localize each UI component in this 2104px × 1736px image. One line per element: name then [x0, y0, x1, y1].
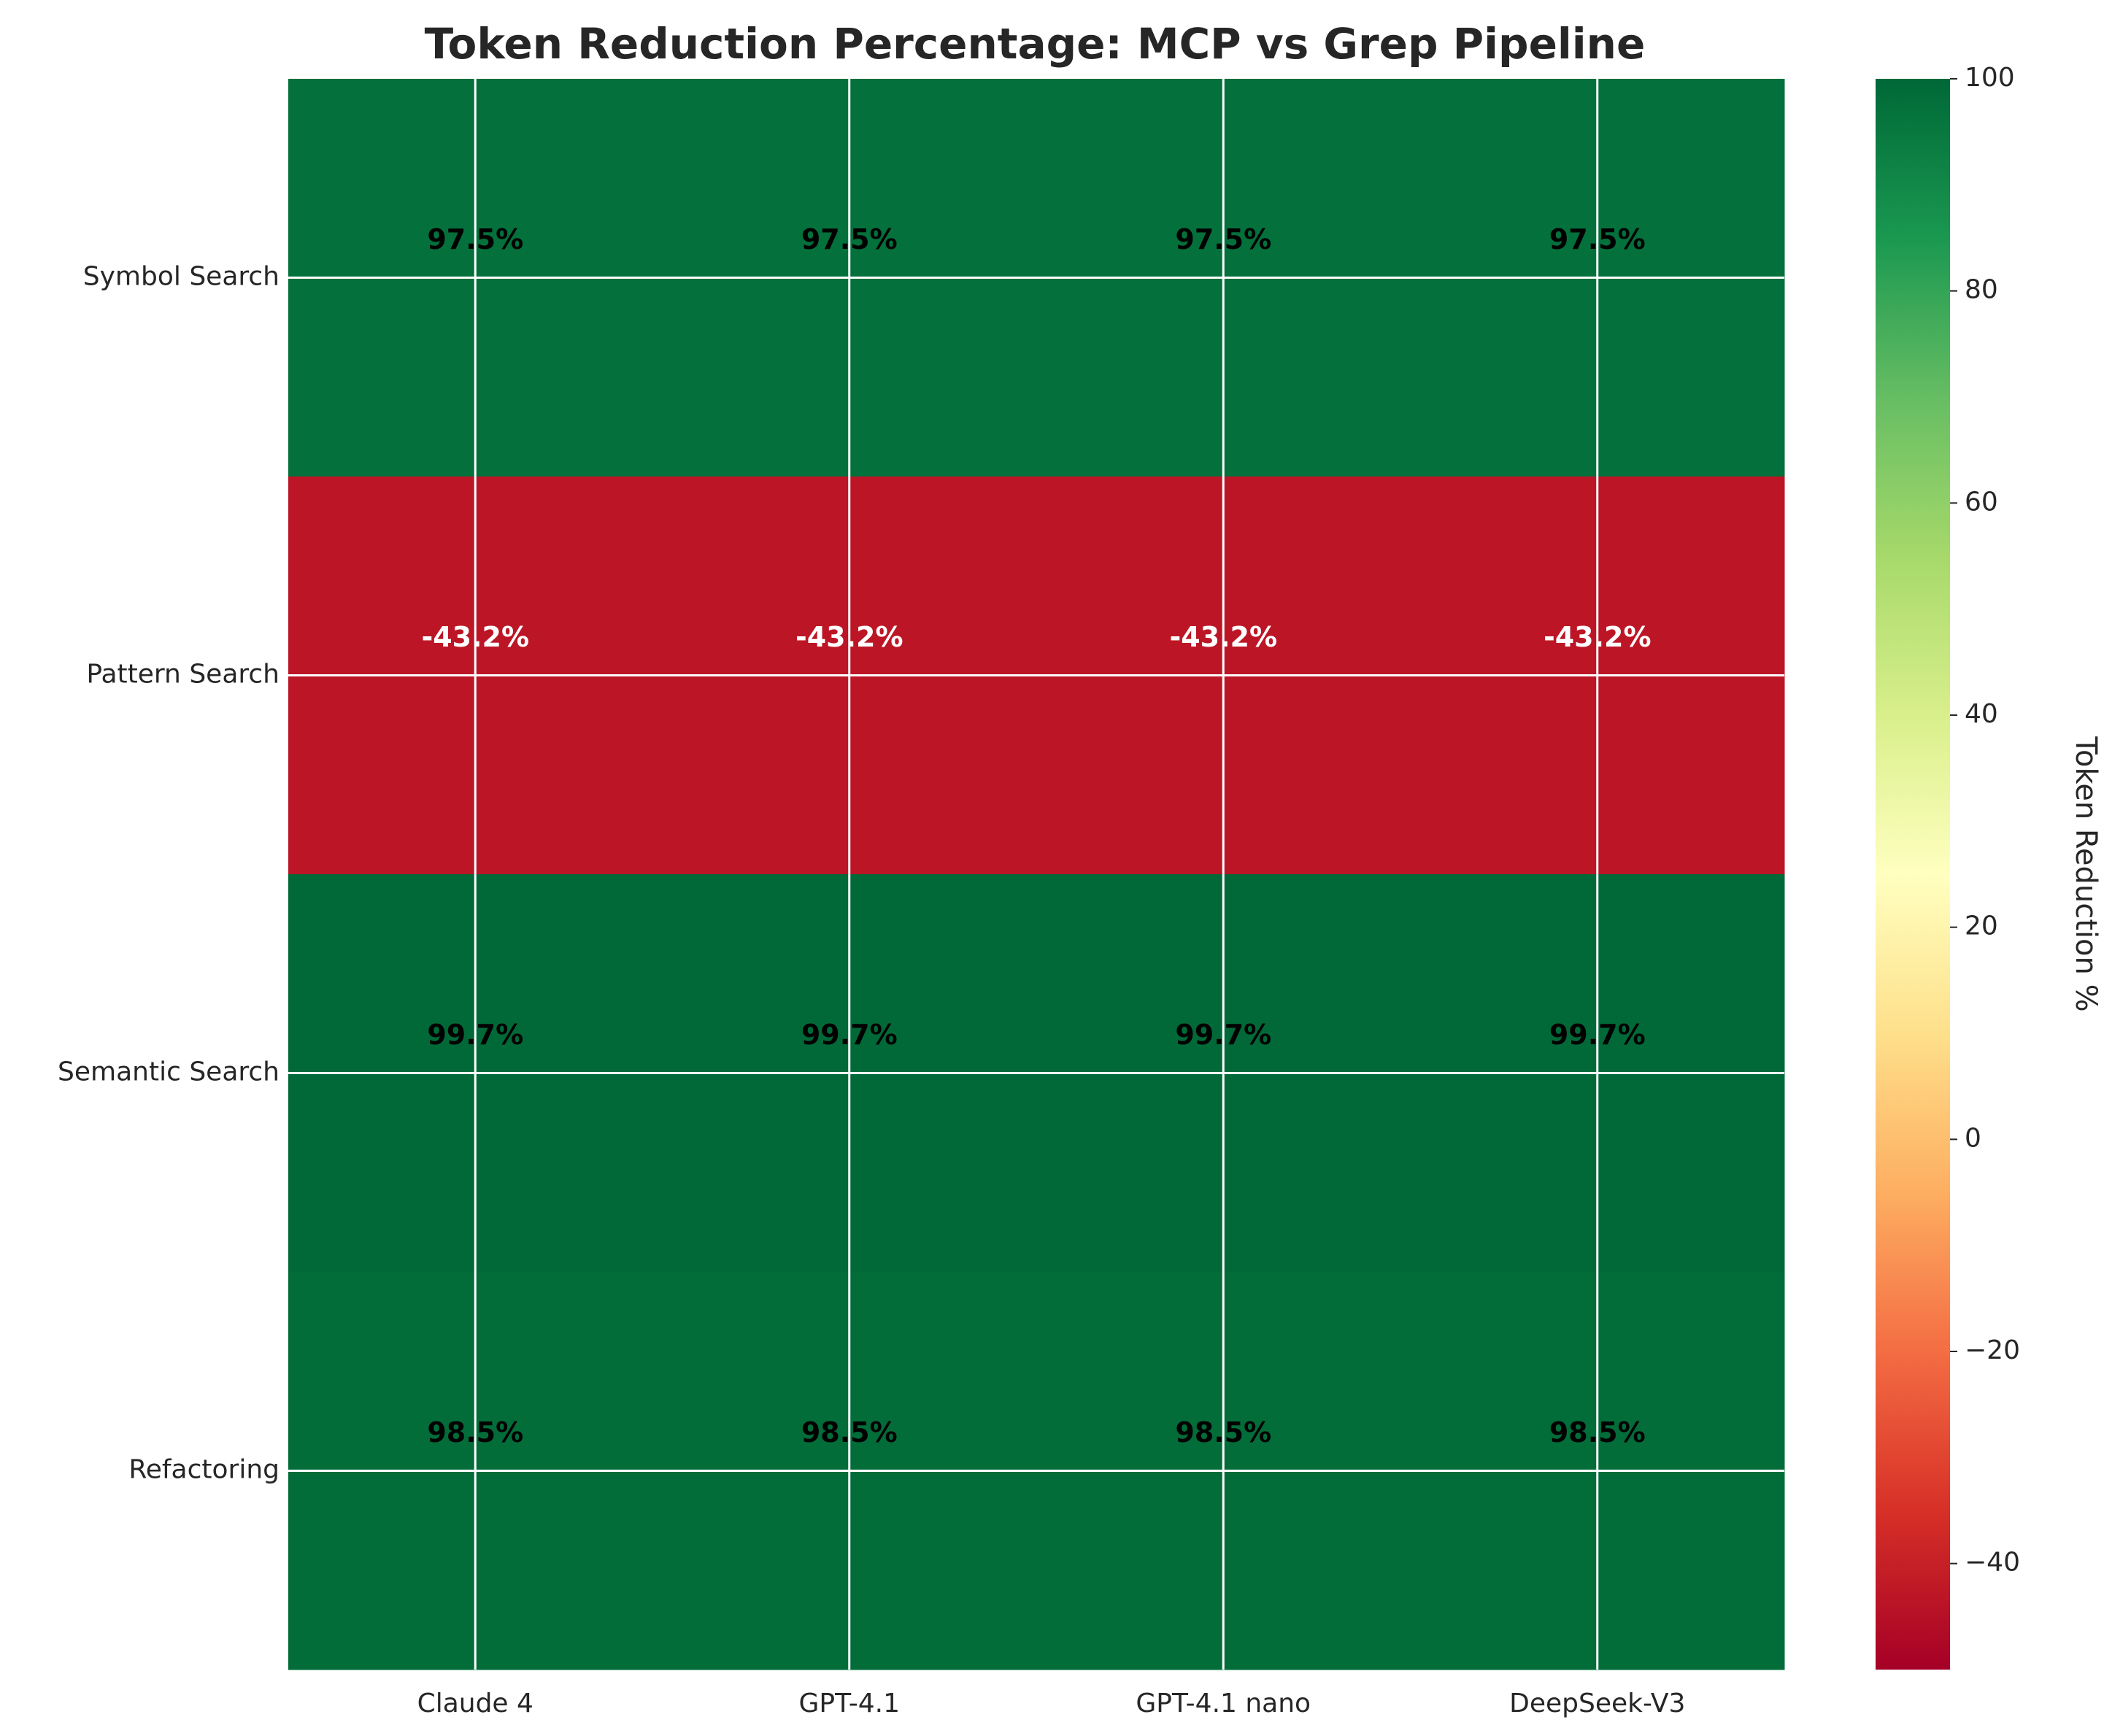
- cell-value-labels: 97.5% 97.5% 97.5% 97.5% -43.2% -43.2% -43.2% -4…: [421, 223, 1651, 1448]
- cell-value-label: -43.2%: [795, 621, 903, 653]
- cell-value-label: 98.5%: [1549, 1416, 1646, 1448]
- chart-title: Token Reduction Percentage: MCP vs Grep …: [425, 19, 1646, 69]
- cell-value-label: 97.5%: [801, 223, 898, 255]
- colorbar-tick-label: 80: [1965, 275, 1998, 305]
- colorbar-tick-label: −40: [1965, 1548, 2020, 1578]
- colorbar-ticks: 100 80 60 40 20 0 −20 −40: [1950, 63, 2020, 1578]
- y-tick-label: Pattern Search: [86, 660, 280, 690]
- gridlines: [288, 79, 1784, 1670]
- y-tick-label: Refactoring: [128, 1455, 280, 1485]
- y-tick-label: Symbol Search: [83, 262, 280, 292]
- cell-value-label: 97.5%: [1175, 223, 1271, 255]
- x-tick-label: GPT-4.1: [798, 1689, 900, 1718]
- cell-value-label: 99.7%: [1549, 1019, 1646, 1051]
- colorbar-tick-label: 20: [1965, 911, 1998, 941]
- y-tick-label: Semantic Search: [58, 1057, 280, 1087]
- cell-value-label: 99.7%: [801, 1019, 898, 1051]
- cell-value-label: -43.2%: [1544, 621, 1652, 653]
- cell-value-label: -43.2%: [1169, 621, 1277, 653]
- x-tick-label: Claude 4: [417, 1689, 533, 1718]
- colorbar-tick-label: 40: [1965, 699, 1998, 729]
- cell-value-label: 98.5%: [1175, 1416, 1271, 1448]
- x-tick-label: DeepSeek-V3: [1509, 1689, 1685, 1718]
- colorbar-tick-label: 0: [1965, 1123, 1981, 1153]
- x-tick-label: GPT-4.1 nano: [1136, 1689, 1311, 1718]
- cell-value-label: 99.7%: [427, 1019, 523, 1051]
- cell-value-label: -43.2%: [421, 621, 529, 653]
- x-axis-ticks: Claude 4 GPT-4.1 GPT-4.1 nano DeepSeek-V3: [417, 1689, 1686, 1718]
- colorbar-tick-label: −20: [1965, 1335, 2020, 1365]
- cell-value-label: 98.5%: [801, 1416, 898, 1448]
- cell-value-label: 97.5%: [427, 223, 523, 255]
- cell-value-label: 97.5%: [1549, 223, 1646, 255]
- colorbar-label: Token Reduction %: [2069, 736, 2103, 1011]
- colorbar-tick-label: 100: [1965, 63, 2015, 93]
- colorbar: [1876, 79, 1950, 1670]
- cell-value-label: 98.5%: [427, 1416, 523, 1448]
- cell-value-label: 99.7%: [1175, 1019, 1271, 1051]
- colorbar-tick-label: 60: [1965, 487, 1998, 517]
- y-axis-ticks: Symbol Search Pattern Search Semantic Sear…: [58, 262, 280, 1485]
